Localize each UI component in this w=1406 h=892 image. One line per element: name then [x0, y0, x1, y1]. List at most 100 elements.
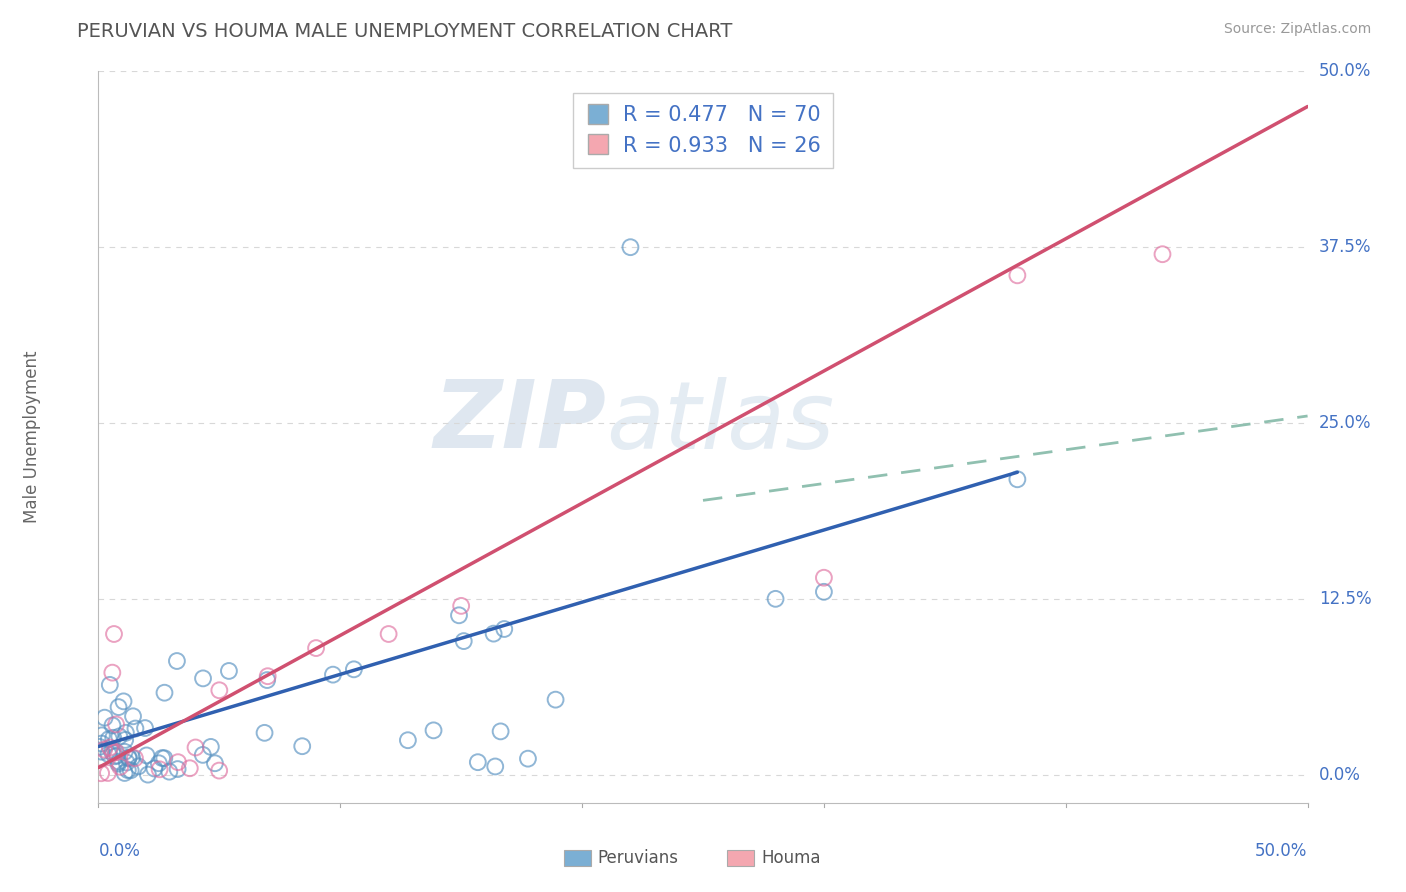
Point [256, 669, 278, 683]
Point [149, 762, 172, 776]
Point [90, 766, 112, 780]
Point [179, 761, 201, 775]
Point [90, 728, 112, 742]
Point [101, 718, 124, 732]
Text: PERUVIAN VS HOUMA MALE UNEMPLOYMENT CORRELATION CHART: PERUVIAN VS HOUMA MALE UNEMPLOYMENT CORR… [77, 22, 733, 41]
Point [103, 731, 125, 745]
Point [143, 762, 166, 776]
Point [494, 622, 516, 636]
Point [200, 739, 222, 754]
Point [122, 709, 145, 723]
Point [118, 750, 141, 764]
Point [148, 756, 170, 771]
Point [104, 745, 127, 759]
Point [166, 654, 188, 668]
Point [115, 756, 138, 770]
Point [450, 599, 472, 613]
Point [115, 725, 138, 739]
Point [104, 749, 127, 764]
Point [422, 723, 444, 738]
Point [105, 748, 128, 763]
Text: 25.0%: 25.0% [1319, 414, 1371, 432]
Point [97, 732, 120, 747]
Point [184, 740, 207, 755]
Point [482, 626, 505, 640]
Point [101, 745, 124, 759]
Point [1007, 472, 1029, 486]
Point [101, 665, 124, 680]
Text: atlas: atlas [606, 377, 835, 468]
Point [97, 766, 120, 780]
Point [489, 724, 512, 739]
Point [107, 756, 129, 771]
Point [93, 742, 115, 756]
Point [208, 764, 231, 778]
Point [105, 717, 128, 731]
Text: Houma: Houma [761, 848, 821, 867]
Point [544, 692, 567, 706]
Text: 50.0%: 50.0% [1256, 842, 1308, 860]
Point [191, 747, 214, 762]
Point [204, 756, 226, 771]
Bar [727, 850, 754, 866]
Point [1152, 247, 1174, 261]
Point [208, 683, 231, 698]
Point [343, 662, 366, 676]
Point [112, 694, 135, 708]
Point [117, 763, 139, 777]
Point [291, 739, 314, 754]
Legend: R = 0.477   N = 70, R = 0.933   N = 26: R = 0.477 N = 70, R = 0.933 N = 26 [572, 93, 834, 169]
Point [157, 764, 180, 779]
Point [256, 673, 278, 687]
Point [114, 766, 136, 780]
Point [90, 737, 112, 751]
Bar [564, 850, 591, 866]
Point [305, 641, 328, 656]
Point [108, 730, 131, 744]
Point [134, 721, 156, 735]
Point [107, 700, 129, 714]
Text: 0.0%: 0.0% [1319, 765, 1361, 784]
Point [484, 759, 506, 773]
Text: ZIP: ZIP [433, 376, 606, 468]
Point [103, 746, 125, 760]
Point [619, 240, 641, 254]
Point [153, 686, 176, 700]
Point [813, 571, 835, 585]
Text: 12.5%: 12.5% [1319, 590, 1371, 607]
Point [377, 627, 399, 641]
Point [108, 760, 131, 774]
Text: Peruvians: Peruvians [598, 848, 679, 867]
Point [90, 745, 112, 759]
Point [120, 764, 142, 778]
Point [253, 726, 276, 740]
Point [136, 767, 159, 781]
Point [1007, 268, 1029, 283]
Point [89, 739, 111, 754]
Point [396, 733, 419, 747]
Point [191, 672, 214, 686]
Text: 50.0%: 50.0% [1319, 62, 1371, 80]
Point [813, 584, 835, 599]
Text: 0.0%: 0.0% [98, 842, 141, 860]
Point [127, 759, 149, 773]
Point [98, 678, 121, 692]
Point [467, 755, 489, 769]
Point [150, 751, 173, 765]
Point [121, 750, 143, 764]
Point [135, 748, 157, 763]
Text: 37.5%: 37.5% [1319, 238, 1371, 256]
Point [166, 762, 188, 776]
Point [114, 732, 136, 747]
Point [97, 747, 120, 761]
Point [107, 755, 129, 769]
Point [517, 752, 540, 766]
Text: Male Unemployment: Male Unemployment [22, 351, 41, 524]
Point [447, 608, 470, 623]
Point [218, 664, 240, 678]
Point [167, 755, 190, 769]
Point [453, 634, 475, 648]
Point [117, 751, 139, 765]
Point [98, 740, 121, 755]
Text: Source: ZipAtlas.com: Source: ZipAtlas.com [1223, 22, 1371, 37]
